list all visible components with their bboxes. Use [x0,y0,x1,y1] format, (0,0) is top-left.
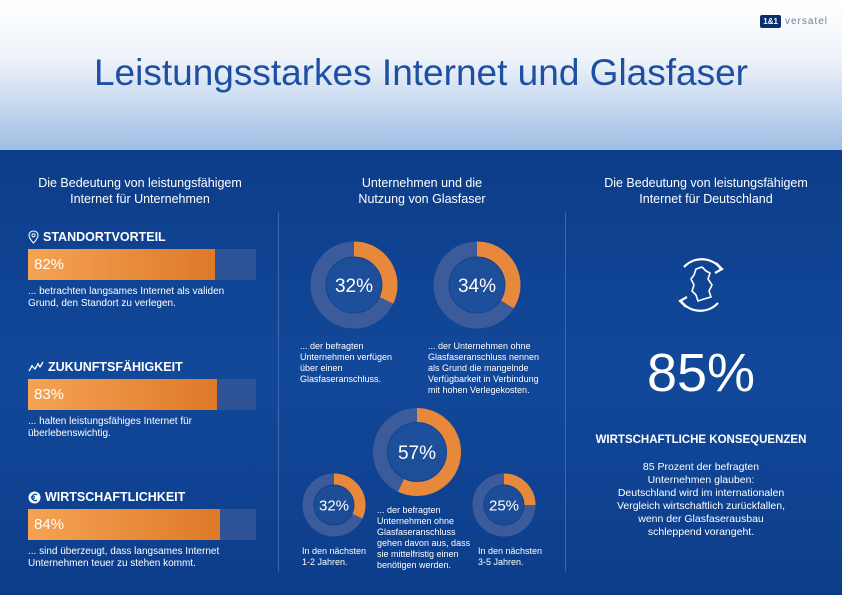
column-divider-right [565,212,566,572]
page-title: Leistungsstarkes Internet und Glasfaser [93,52,749,93]
progress-bar-standortvorteil: 82% [28,249,256,280]
description-line-1: ... sind überzeugt, dass langsames Inter… [28,546,220,557]
description-line-2: überlebenswichtig. [28,428,111,439]
right-heading-line-1: Die Bedeutung von leistungsfähigem [604,176,808,190]
caption-line: Verfügbarkeit in Verbindung [428,374,539,384]
caption-line: 1-2 Jahren. [302,557,348,567]
header-background [0,0,842,150]
caption-line: gehen davon aus, dass [377,538,471,548]
middle-heading-line-1: Unternehmen und die [361,176,483,190]
caption-verfuegbarkeit: ... der Unternehmen ohne Glasfaseranschl… [428,341,563,396]
big-percentage: 85% [646,343,756,403]
description-line-1: ... betrachten langsames Internet als va… [28,286,225,297]
donut-chart-1-2-jahre: 32% [302,473,366,537]
caption-line: In den nächsten [478,546,543,556]
logo-mark: 1&1 [760,15,781,28]
consequences-line: wenn der Glasfaserausbau [638,513,764,525]
consequences-line: Unternehmen glauben: [647,474,755,486]
right-section-heading: Die Bedeutung von leistungsfähigem Inter… [580,175,832,207]
logo-text: versatel [784,16,828,27]
consequences-line: Vergleich wirtschaftlich zurückfallen, [616,500,786,512]
donut-value-arc [310,241,398,329]
donut-value-arc [472,473,536,537]
middle-heading-line-2: Nutzung von Glasfaser [358,192,486,206]
donut-chart-verfuegbarkeit: 34% [433,241,521,329]
caption-line: In den nächsten [302,546,367,556]
caption-line: sie mittelfristig einen [377,549,459,559]
progress-fill: 82% [28,249,215,280]
caption-line: ... der Unternehmen ohne [428,341,531,351]
caption-3-5-jahre: In den nächsten 3-5 Jahren. [478,546,558,568]
description-line-1: ... halten leistungsfähiges Internet für [28,416,192,427]
right-heading-line-2: Internet für Deutschland [639,192,773,206]
description-line-2: Grund, den Standort zu verlegen. [28,298,176,309]
description-wirtschaftlichkeit: ... sind überzeugt, dass langsames Inter… [28,546,268,570]
donut-label: 57% [398,443,436,464]
caption-line: Glasfaseranschluss nennen [428,352,540,362]
trend-graph-icon [28,361,44,372]
donut-chart-glasfaseranschluss: 32% [310,241,398,329]
progress-fill: 84% [28,509,220,540]
germany-map-cycle-icon [678,258,724,312]
description-standortvorteil: ... betrachten langsames Internet als va… [28,286,268,310]
caption-line: ... der befragten [377,505,441,515]
donut-label: 32% [319,497,349,514]
caption-line: benötigen werden. [377,560,452,570]
caption-line: mit hohen Verlegekosten. [428,385,530,395]
consequences-text: 85 Prozent der befragten Unternehmen gla… [585,461,817,539]
donut-chart-3-5-jahre: 25% [472,473,536,537]
caption-line: über einen [300,363,343,373]
progress-bar-wirtschaftlichkeit: 84% [28,509,256,540]
left-heading-line-2: Internet für Unternehmen [70,192,210,206]
progress-value: 84% [34,516,65,533]
caption-1-2-jahre: In den nächsten 1-2 Jahren. [302,546,382,568]
left-section-heading: Die Bedeutung von leistungsfähigem Inter… [20,175,260,207]
donut-label: 32% [335,276,373,297]
caption-line: Glasfaseranschluss [377,527,456,537]
donut-center [314,485,354,525]
caption-glasfaseranschluss: ... der befragten Unternehmen verfügen ü… [300,341,420,385]
brand-logo: 1&1 versatel [760,15,828,28]
donut-label: 34% [458,276,496,297]
category-standortvorteil: STANDORTVORTEIL [28,230,166,244]
consequences-line: 85 Prozent der befragten [642,461,760,473]
progress-value: 83% [34,386,65,403]
donut-value-arc [302,473,366,537]
donut-chart-bedarf: 57% [373,408,461,496]
donut-center [484,485,524,525]
category-wirtschaftlichkeit: WIRTSCHAFTLICHKEIT [28,490,185,504]
consequences-line: Deutschland wird im internationalen [617,487,785,499]
progress-value: 82% [34,256,65,273]
caption-line: Unternehmen verfügen [300,352,393,362]
donut-center [388,423,446,481]
caption-line: 3-5 Jahren. [478,557,524,567]
caption-line: ... der befragten [300,341,364,351]
description-line-2: Unternehmen teuer zu stehen kommt. [28,558,196,569]
caption-bedarf: ... der befragten Unternehmen ohne Glasf… [377,505,477,571]
donut-center [449,257,505,313]
left-heading-line-1: Die Bedeutung von leistungsfähigem [38,176,242,190]
category-zukunftsfaehigkeit: ZUKUNFTSFÄHIGKEIT [28,360,183,374]
category-label: WIRTSCHAFTLICHKEIT [45,490,186,504]
donut-value-arc [373,408,461,496]
caption-line: Unternehmen ohne [377,516,455,526]
caption-line: Glasfaseranschluss. [300,374,382,384]
consequences-line: schleppend vorangeht. [647,526,755,538]
location-pin-icon [28,230,39,244]
column-divider-left [278,212,279,572]
euro-icon [28,491,41,503]
category-label: STANDORTVORTEIL [43,230,166,244]
description-zukunftsfaehigkeit: ... halten leistungsfähiges Internet für… [28,416,268,440]
category-label: ZUKUNFTSFÄHIGKEIT [48,360,183,374]
caption-line: als Grund die mangelnde [428,363,529,373]
consequences-heading: WIRTSCHAFTLICHE KONSEQUENZEN [595,434,807,446]
middle-section-heading: Unternehmen und die Nutzung von Glasfase… [300,175,544,207]
progress-bar-zukunftsfaehigkeit: 83% [28,379,256,410]
donut-center [326,257,382,313]
donut-label: 25% [489,497,519,514]
progress-fill: 83% [28,379,218,410]
donut-value-arc [433,241,521,329]
